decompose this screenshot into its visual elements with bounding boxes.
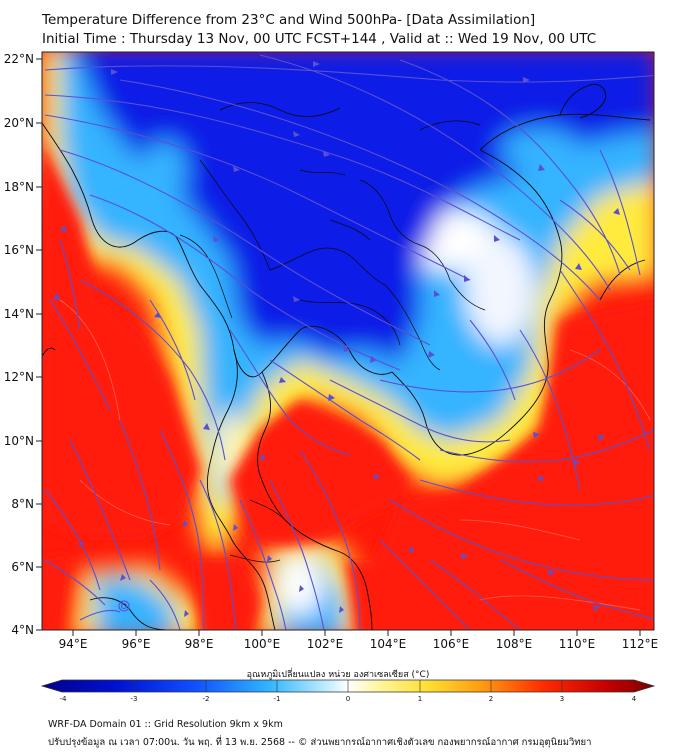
- colorbar-tick: 0: [346, 695, 350, 703]
- lat-label: 10°N: [4, 434, 34, 448]
- colorbar-title: อุณหภูมิเปลี่ยนแปลง หน่วย องศาเซลเซียส (…: [246, 670, 430, 680]
- lat-label: 12°N: [4, 370, 34, 384]
- colorbar-tick: 1: [418, 695, 422, 703]
- lat-label: 4°N: [11, 623, 34, 637]
- lat-label: 14°N: [4, 307, 34, 321]
- lon-label: 100°E: [244, 637, 281, 651]
- wind-streamlines: [44, 54, 654, 630]
- colorbar: -4 -3 -2 -1 0 1 2 3 4: [40, 679, 656, 703]
- colorbar-tick: 3: [560, 695, 564, 703]
- lat-label: 20°N: [4, 116, 34, 130]
- lat-label: 18°N: [4, 180, 34, 194]
- colorbar-tick: -2: [203, 695, 210, 703]
- lat-label: 16°N: [4, 243, 34, 257]
- footer-model-info: WRF-DA Domain 01 :: Grid Resolution 9km …: [48, 719, 283, 730]
- coastlines-borders: [42, 83, 651, 630]
- lon-label: 96°E: [122, 637, 151, 651]
- colorbar-tick: -1: [274, 695, 281, 703]
- colorbar-tick: 2: [489, 695, 493, 703]
- lat-label: 6°N: [11, 560, 34, 574]
- lon-label: 104°E: [370, 637, 407, 651]
- lon-label: 108°E: [496, 637, 533, 651]
- lon-label: 112°E: [622, 637, 659, 651]
- lon-label: 98°E: [185, 637, 214, 651]
- axis-ticks: [36, 58, 641, 636]
- lon-label: 94°E: [59, 637, 88, 651]
- colorbar-tick: -3: [131, 695, 138, 703]
- lat-label: 8°N: [11, 497, 34, 511]
- lat-label: 22°N: [4, 52, 34, 66]
- map-title-line1: Temperature Difference from 23°C and Win…: [42, 12, 536, 28]
- map-title-line2: Initial Time : Thursday 13 Nov, 00 UTC F…: [42, 31, 597, 47]
- colorbar-tick: 4: [632, 695, 637, 703]
- map-frame: [41, 51, 655, 631]
- temperature-field: [42, 52, 654, 630]
- footer-update-info: ปรับปรุงข้อมูล ณ เวลา 07:00น. วัน พฤ. ที…: [48, 737, 592, 748]
- colorbar-tick: -4: [60, 695, 68, 703]
- lon-label: 106°E: [433, 637, 470, 651]
- lon-label: 110°E: [559, 637, 596, 651]
- streamline-arrows: [42, 61, 620, 617]
- lon-label: 102°E: [307, 637, 344, 651]
